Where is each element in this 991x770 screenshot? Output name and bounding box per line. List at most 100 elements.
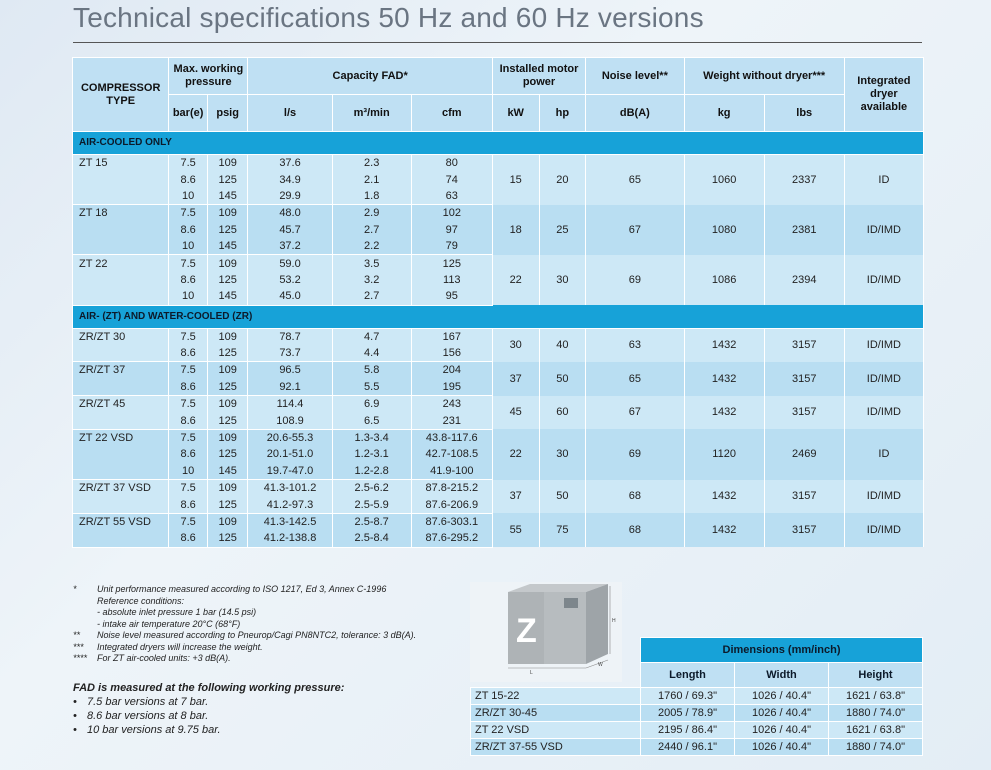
- spec-cell: 2.3: [331, 154, 412, 172]
- model-name: ZR/ZT 37 VSD: [71, 479, 170, 497]
- model-name: ZT 15: [71, 154, 170, 172]
- group-kw: 22: [491, 429, 540, 480]
- fad-item-text: 10 bar versions at 9.75 bar.: [87, 724, 221, 736]
- spec-cell: 41.9-100: [410, 462, 493, 481]
- spec-cell: 125: [206, 446, 249, 463]
- group-kw: 55: [491, 513, 540, 548]
- group-dryer: ID/IMD: [843, 204, 925, 255]
- compressor-drawing: Z H W L: [470, 582, 622, 682]
- group-lbs: 2394: [763, 254, 845, 306]
- spec-cell: 10: [168, 462, 208, 481]
- spec-cell: 78.7: [247, 328, 333, 345]
- spec-cell: 42.7-108.5: [410, 446, 493, 463]
- group-noise: 63: [585, 328, 685, 362]
- height-dim-label: H: [612, 618, 616, 624]
- spec-cell: 7.5: [168, 328, 208, 345]
- dim-cell: 1026 / 40.4": [734, 687, 829, 705]
- group-noise: 65: [585, 361, 685, 396]
- group-lbs: 2337: [763, 154, 845, 205]
- spec-cell: 59.0: [247, 254, 333, 272]
- spec-cell: 109: [206, 479, 249, 497]
- footnote-text: Reference conditions:: [97, 595, 185, 606]
- dim-cell: 2195 / 86.4": [640, 721, 735, 739]
- spec-cell: 20.6-55.3: [247, 429, 333, 447]
- group-hp: 30: [538, 429, 587, 480]
- units-row: bar(e) psig l/s m³/min cfm kW hp dB(A) kg lbs: [73, 94, 924, 132]
- footnote-mark: ****: [73, 653, 88, 663]
- spec-cell: 125: [206, 221, 249, 238]
- model-name: [71, 171, 170, 188]
- spec-cell: 3.2: [331, 271, 412, 289]
- spec-cell: 145: [206, 187, 249, 206]
- table-row: 8.6 125 92.1 5.5 195: [71, 378, 924, 397]
- dim-model: ZR/ZT 30-45: [470, 704, 641, 722]
- spec-cell: 2.7: [331, 221, 412, 238]
- model-name: ZR/ZT 45: [71, 395, 170, 413]
- spec-cell: 92.1: [247, 378, 333, 397]
- dim-cell: 1026 / 40.4": [734, 738, 829, 756]
- spec-cell: 109: [206, 328, 249, 345]
- spec-cell: 145: [206, 288, 249, 306]
- table-row: 10 145 19.7-47.0 1.2-2.8 41.9-100: [71, 462, 924, 481]
- group-noise: 69: [585, 429, 685, 480]
- spec-cell: 1.3-3.4: [331, 429, 412, 447]
- group-dryer: ID/IMD: [843, 395, 925, 430]
- footnote-text: Unit performance measured according to I…: [97, 584, 387, 594]
- group-noise: 67: [585, 204, 685, 255]
- spec-cell: 41.3-101.2: [247, 479, 333, 497]
- page-title: Technical specifications 50 Hz and 60 Hz…: [73, 2, 704, 33]
- unit-header: l/s: [247, 94, 333, 132]
- model-name: [71, 530, 170, 548]
- dim-row: ZR/ZT 30-45 2005 / 78.9" 1026 / 40.4" 1880 …: [470, 704, 923, 722]
- unit-header: lbs: [763, 94, 845, 132]
- table-row: ZT 18 7.5 109 48.0 2.9 102 18 25 67 1080 2381 ID/IM…: [71, 204, 925, 255]
- section-label: AIR-COOLED ONLY: [72, 131, 924, 155]
- footnote-text: For ZT air-cooled units: +3 dB(A).: [97, 653, 231, 663]
- spec-cell: 4.7: [331, 328, 412, 345]
- spec-cell: 87.6-206.9: [410, 496, 493, 514]
- group-lbs: 2381: [763, 204, 845, 255]
- group-kg: 1432: [683, 479, 765, 514]
- spec-cell: 80: [410, 154, 493, 172]
- table-row: 10 145 29.9 1.8 63: [71, 187, 924, 206]
- spec-cell: 5.5: [331, 378, 412, 397]
- model-name: ZR/ZT 37: [71, 361, 170, 379]
- table-row: ZR/ZT 37 VSD 7.5 109 41.3-101.2 2.5-6.2 87.8-…: [71, 479, 925, 514]
- spec-cell: 2.5-8.4: [331, 530, 412, 548]
- spec-cell: 1.8: [331, 187, 412, 206]
- spec-cell: 63: [410, 187, 493, 206]
- section-row: AIR- (ZT) AND WATER-COOLED (ZR): [72, 305, 924, 329]
- spec-cell: 10: [168, 187, 208, 206]
- header-max-pressure: Max. working pressure: [168, 57, 249, 95]
- fad-list: • 7.5 bar versions at 7 bar. • 8.6 bar vers…: [73, 695, 344, 737]
- spec-cell: 45.7: [247, 221, 333, 238]
- spec-cell: 145: [206, 237, 249, 256]
- spec-cell: 2.2: [331, 237, 412, 256]
- bullet-icon: •: [73, 696, 77, 708]
- dim-row: ZT 22 VSD 2195 / 86.4" 1026 / 40.4" 1621 / …: [470, 721, 923, 739]
- model-name: [71, 412, 170, 430]
- spec-cell: 2.1: [331, 171, 412, 188]
- unit-header: cfm: [410, 94, 493, 132]
- spec-cell: 2.5-8.7: [331, 513, 412, 531]
- fad-item-text: 7.5 bar versions at 7 bar.: [87, 696, 209, 708]
- table-row: 8.6 125 108.9 6.5 231: [71, 412, 924, 430]
- spec-cell: 96.5: [247, 361, 333, 379]
- model-name: [71, 288, 170, 306]
- spec-cell: 73.7: [247, 344, 333, 363]
- group-noise: 67: [585, 395, 685, 430]
- section-label: AIR- (ZT) AND WATER-COOLED (ZR): [72, 305, 924, 329]
- group-noise: 69: [585, 254, 685, 306]
- group-kg: 1432: [683, 513, 765, 548]
- group-kg: 1432: [683, 361, 765, 396]
- spec-cell: 8.6: [168, 496, 208, 514]
- group-kg: 1060: [683, 154, 765, 205]
- unit-header: hp: [538, 94, 587, 132]
- fad-block: FAD is measured at the following working…: [73, 681, 344, 737]
- spec-cell: 1.2-2.8: [331, 462, 412, 481]
- model-name: ZT 22 VSD: [71, 429, 170, 447]
- table-row: ZR/ZT 37 7.5 109 96.5 5.8 204 37 50 65 1432 3157 ID…: [71, 361, 925, 396]
- spec-cell: 102: [410, 204, 493, 222]
- spec-cell: 109: [206, 395, 249, 413]
- spec-cell: 8.6: [168, 446, 208, 463]
